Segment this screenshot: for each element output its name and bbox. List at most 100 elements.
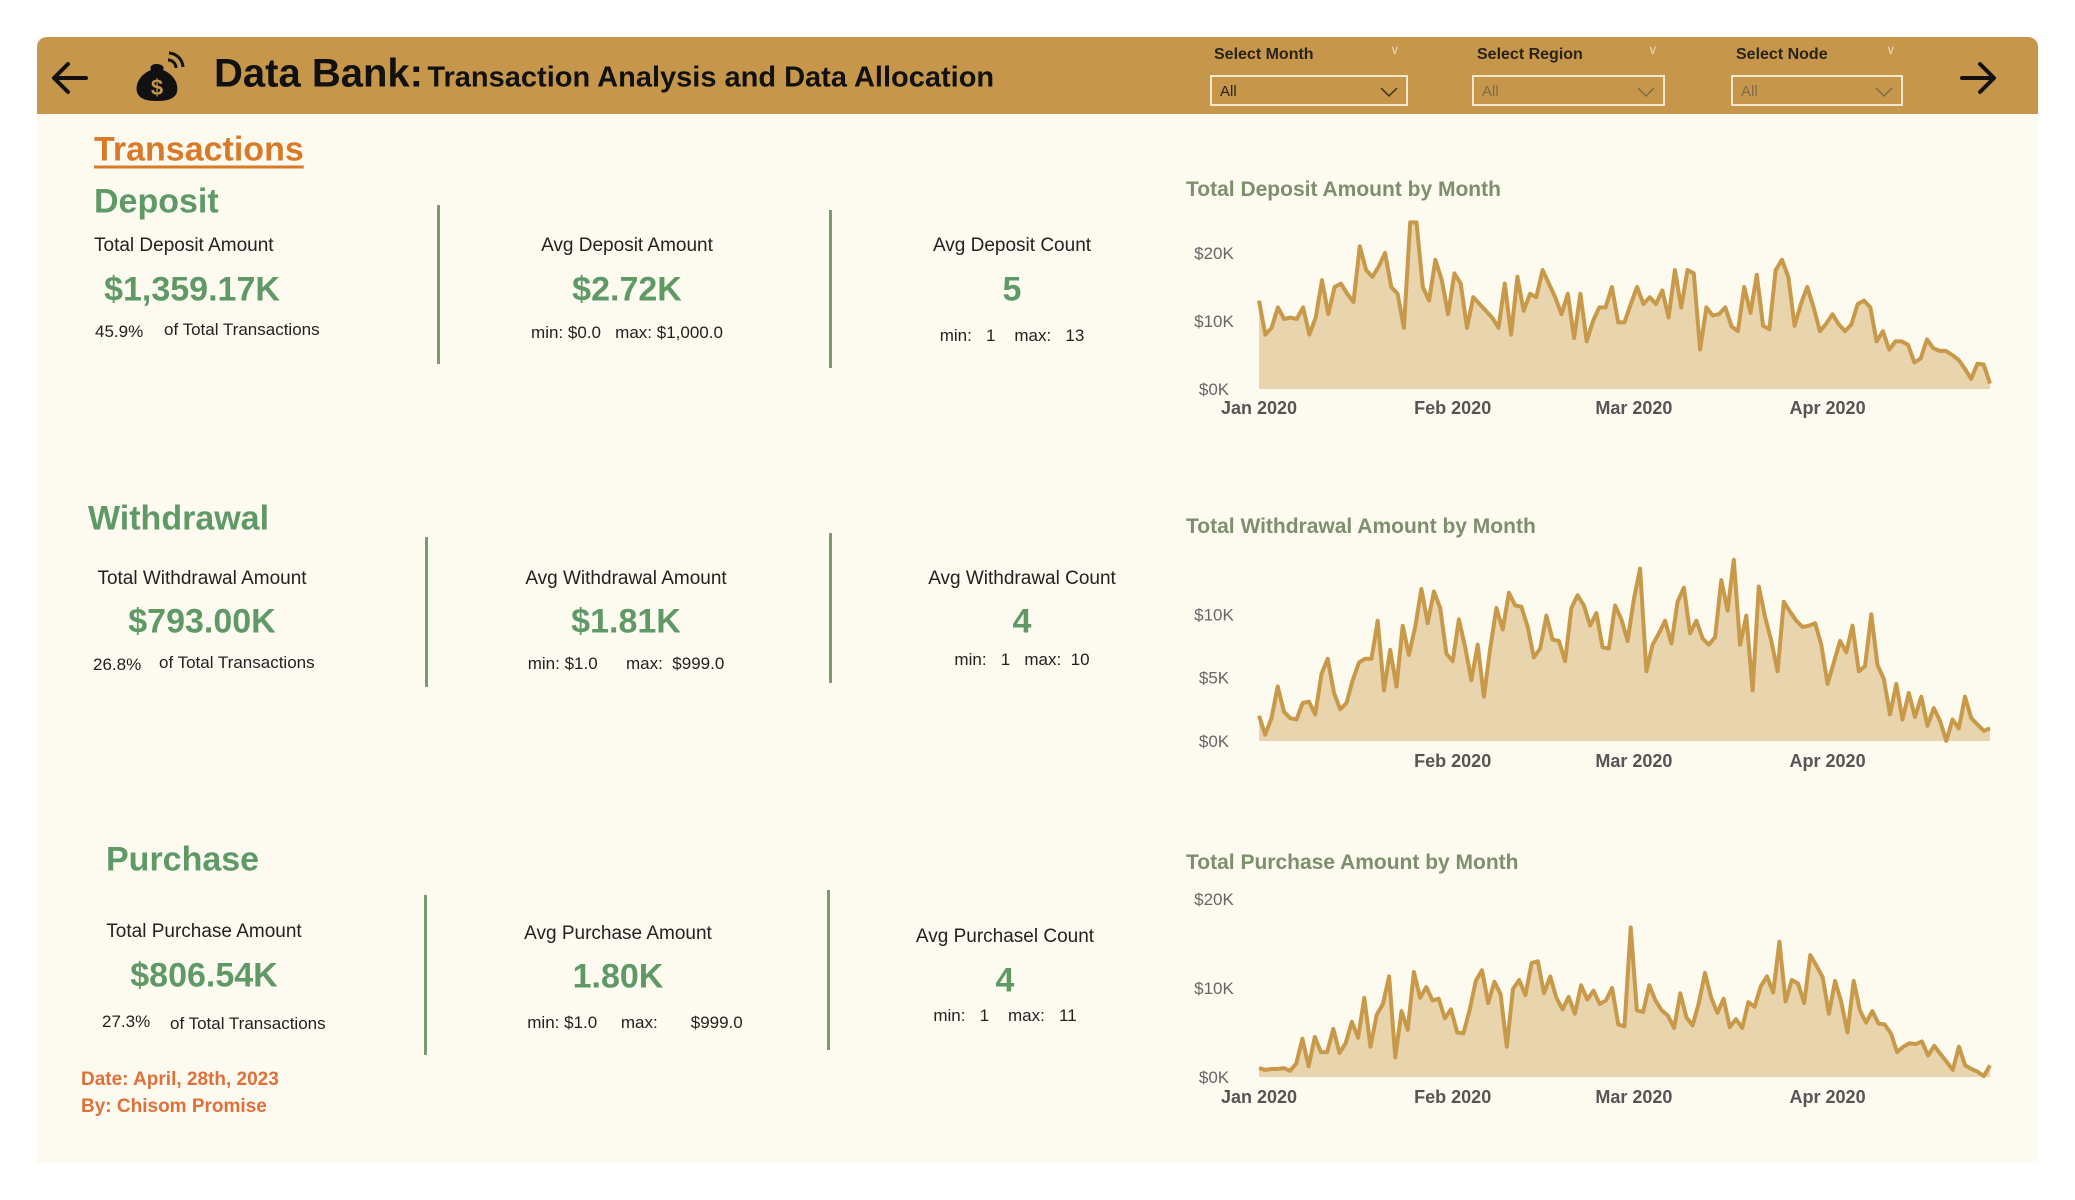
x-tick-label: Apr 2020 (1790, 1087, 1866, 1107)
y-tick-label: $5K (1199, 669, 1230, 688)
chevron-down-icon (1875, 87, 1893, 98)
purchase-heading: Purchase (106, 840, 260, 879)
max-value: 13 (1065, 326, 1085, 345)
avg-withdrawal-count-value: 4 (1012, 602, 1032, 641)
transactions-heading: Transactions (94, 130, 304, 169)
x-tick-label: Mar 2020 (1595, 751, 1672, 771)
min-label: min: (531, 323, 564, 342)
node-filter-select[interactable]: All (1731, 75, 1903, 106)
min-value: $0.0 (567, 323, 602, 342)
min-value: $1.0 (564, 654, 598, 673)
avg-purchase-label: Avg Purchase Amount (524, 923, 712, 944)
min-value: $1.0 (564, 1013, 598, 1032)
withdrawal-area-fill (1259, 559, 1990, 741)
chevron-down-icon[interactable]: ∨ (1390, 42, 1400, 57)
avg-deposit-count-range: min: 1 max: 13 (940, 326, 1085, 346)
node-filter-label: Select Node (1736, 46, 1828, 63)
dashboard-title: Data Bank: Transaction Analysis and Data… (214, 52, 994, 97)
region-filter-select[interactable]: All (1472, 75, 1665, 106)
max-value: 10 (1070, 650, 1090, 669)
min-label: min: (527, 654, 560, 673)
divider (424, 895, 427, 1055)
total-deposit-value: $1,359.17K (104, 270, 280, 309)
avg-withdrawal-range: min: $1.0 max: $999.0 (528, 654, 725, 674)
max-label: max: (615, 323, 653, 342)
x-tick-label: Mar 2020 (1595, 398, 1672, 418)
y-tick-label: $10K (1194, 979, 1234, 998)
total-purchase-label: Total Purchase Amount (106, 921, 302, 942)
purchase-series-line[interactable] (1258, 925, 1992, 1079)
max-value: $1,000.0 (656, 323, 723, 342)
avg-deposit-range: min: $0.0 max: $1,000.0 (531, 323, 723, 343)
max-value: 11 (1059, 1006, 1077, 1025)
min-label: min: (939, 326, 972, 345)
month-filter-label: Select Month (1214, 46, 1314, 63)
forward-arrow-icon[interactable] (1958, 58, 1998, 103)
avg-purchase-count-label: Avg Purchasel Count (915, 926, 1095, 947)
x-tick-label: Feb 2020 (1414, 398, 1491, 418)
purchase-chart: $0K $10K $20K Jan 2020 Feb 2020 Mar 2020 Apr 2… (1194, 890, 1992, 1107)
total-deposit-label: Total Deposit Amount (94, 235, 274, 256)
deposit-pct-label: of Total Transactions (164, 320, 320, 339)
chevron-down-icon (1637, 87, 1655, 98)
withdrawal-pct-label: of Total Transactions (159, 653, 315, 672)
avg-purchase-count-range: min: 1 max: 11 (933, 1006, 1076, 1026)
min-value: 1 (979, 1006, 990, 1025)
withdrawal-pct: 26.8% (93, 655, 142, 674)
x-tick-label: Feb 2020 (1414, 751, 1491, 771)
chevron-down-icon[interactable]: ∨ (1648, 42, 1658, 57)
y-tick-label: $0K (1199, 380, 1230, 399)
avg-withdrawal-value: $1.81K (571, 602, 681, 641)
avg-withdrawal-count-label: Avg Withdrawal Count (928, 568, 1116, 589)
divider (827, 890, 830, 1050)
avg-deposit-label: Avg Deposit Amount (541, 235, 713, 256)
svg-text:$: $ (151, 75, 163, 100)
purchase-pct-label: of Total Transactions (170, 1014, 326, 1033)
y-tick-label: $10K (1194, 312, 1234, 331)
deposit-heading: Deposit (94, 182, 219, 221)
report-date: Date: April, 28th, 2023 (81, 1069, 279, 1090)
purchase-pct: 27.3% (102, 1012, 151, 1031)
title-main: Data Bank: (214, 51, 423, 96)
min-label: min: (527, 1013, 560, 1032)
month-filter-value: All (1220, 83, 1237, 100)
deposit-series-line[interactable] (1257, 220, 1992, 385)
divider (829, 533, 832, 683)
x-tick-label: Apr 2020 (1790, 398, 1866, 418)
min-label: min: (933, 1006, 966, 1025)
x-tick-label: Jan 2020 (1221, 1087, 1297, 1107)
max-value: $999.0 (672, 654, 725, 673)
divider (425, 537, 428, 687)
max-label: max: (1008, 1006, 1045, 1025)
max-value: $999.0 (690, 1013, 743, 1032)
region-filter-value: All (1482, 83, 1499, 100)
avg-purchase-count-value: 4 (995, 961, 1015, 1000)
y-tick-label: $20K (1194, 244, 1234, 263)
back-arrow-icon[interactable] (50, 58, 90, 103)
header-bar (37, 37, 2038, 114)
chevron-down-icon (1380, 87, 1398, 98)
month-filter-select[interactable]: All (1210, 75, 1408, 106)
title-subtitle: Transaction Analysis and Data Allocation (427, 61, 995, 94)
x-tick-label: Mar 2020 (1595, 1087, 1672, 1107)
min-value: 1 (985, 326, 996, 345)
report-author: By: Chisom Promise (81, 1096, 267, 1117)
money-bag-logo-icon: $ (128, 50, 188, 107)
x-tick-label: Apr 2020 (1790, 751, 1866, 771)
max-label: max: (1014, 326, 1052, 345)
withdrawal-series-line[interactable] (1257, 557, 1991, 743)
avg-deposit-value: $2.72K (572, 270, 682, 309)
avg-deposit-count-label: Avg Deposit Count (932, 235, 1092, 256)
divider (829, 210, 832, 368)
y-tick-label: $0K (1199, 1068, 1230, 1087)
region-filter-label: Select Region (1477, 46, 1583, 63)
deposit-chart-title: Total Deposit Amount by Month (1186, 178, 1501, 201)
x-tick-label: Jan 2020 (1221, 398, 1297, 418)
max-label: max: (1024, 650, 1062, 669)
withdrawal-heading: Withdrawal (88, 499, 270, 538)
chevron-down-icon[interactable]: ∨ (1886, 42, 1896, 57)
purchase-area-fill (1259, 927, 1990, 1077)
deposit-chart: $0K $10K $20K Jan 2020 Feb 2020 Mar 2020 Apr 2… (1194, 220, 1992, 418)
avg-purchase-value: 1.80K (572, 957, 664, 996)
